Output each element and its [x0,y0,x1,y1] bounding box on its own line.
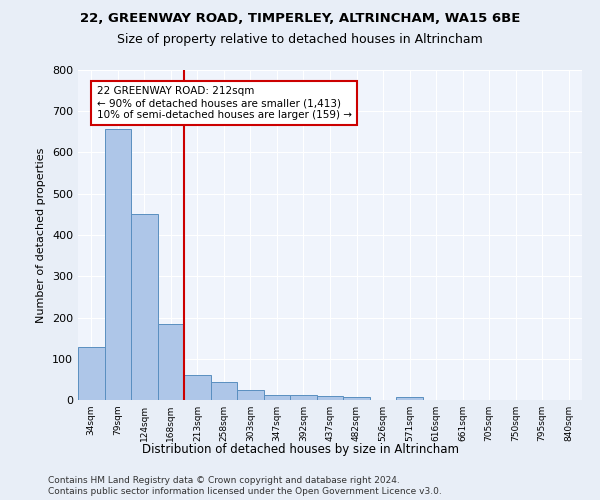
Y-axis label: Number of detached properties: Number of detached properties [37,148,46,322]
Bar [317,396,343,400]
Bar [158,324,184,400]
Bar [184,375,211,400]
Bar [237,390,263,400]
Text: Contains public sector information licensed under the Open Government Licence v3: Contains public sector information licen… [48,488,442,496]
Bar [343,397,370,400]
Bar [263,395,290,400]
Text: Contains HM Land Registry data © Crown copyright and database right 2024.: Contains HM Land Registry data © Crown c… [48,476,400,485]
Bar [78,347,104,400]
Text: 22 GREENWAY ROAD: 212sqm
← 90% of detached houses are smaller (1,413)
10% of sem: 22 GREENWAY ROAD: 212sqm ← 90% of detach… [97,86,352,120]
Bar [104,128,131,400]
Bar [397,396,423,400]
Bar [131,214,158,400]
Bar [290,394,317,400]
Bar [211,382,237,400]
Text: Distribution of detached houses by size in Altrincham: Distribution of detached houses by size … [142,442,458,456]
Text: Size of property relative to detached houses in Altrincham: Size of property relative to detached ho… [117,32,483,46]
Text: 22, GREENWAY ROAD, TIMPERLEY, ALTRINCHAM, WA15 6BE: 22, GREENWAY ROAD, TIMPERLEY, ALTRINCHAM… [80,12,520,26]
